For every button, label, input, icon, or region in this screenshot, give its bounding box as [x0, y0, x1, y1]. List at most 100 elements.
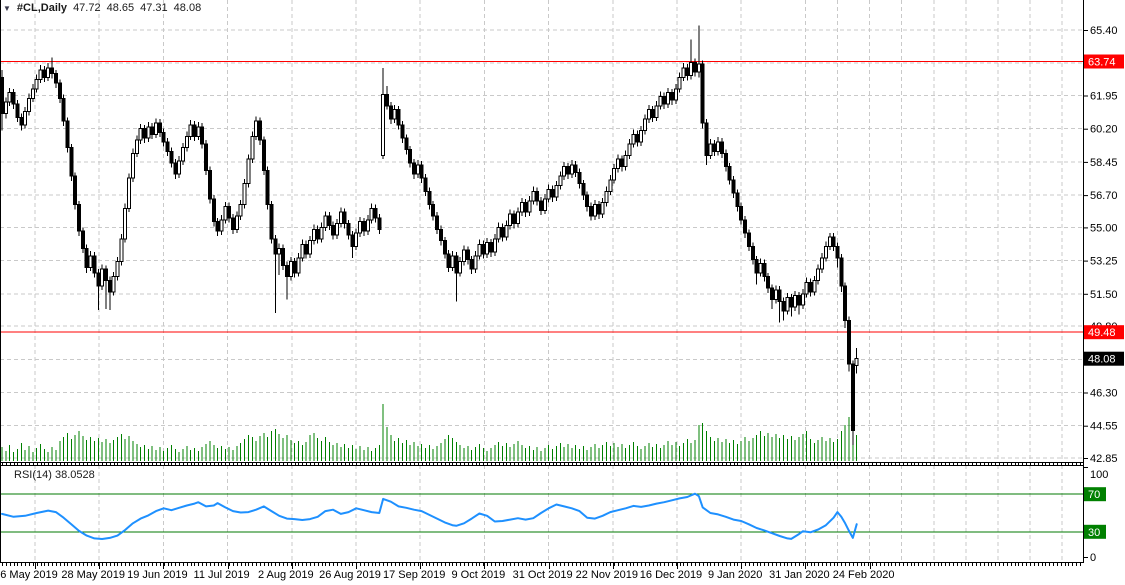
volume-bar: [786, 439, 788, 461]
candle-bull: [646, 109, 651, 120]
candle-bear: [577, 171, 582, 185]
time-minor-tick: [218, 563, 219, 566]
separator-tick: [364, 463, 365, 465]
time-minor-tick: [614, 563, 615, 566]
time-minor-tick: [764, 563, 765, 566]
time-minor-tick: [241, 563, 242, 566]
separator-tick: [1007, 463, 1008, 465]
volume-bar: [475, 447, 477, 461]
separator-tick: [953, 463, 954, 465]
time-minor-tick: [345, 563, 346, 566]
volume-bar: [143, 445, 145, 461]
separator-tick: [333, 463, 334, 465]
time-major-tick: [420, 563, 421, 569]
main-plot-area[interactable]: [0, 0, 1083, 462]
separator-tick: [814, 463, 815, 465]
volume-bar: [652, 447, 654, 461]
separator-tick: [264, 463, 265, 465]
separator-tick: [102, 463, 103, 465]
candle-bull: [816, 268, 821, 282]
candle-bull: [604, 190, 609, 204]
time-minor-tick: [1018, 563, 1019, 566]
separator-tick: [911, 463, 912, 465]
time-minor-tick: [784, 563, 785, 566]
separator-tick: [252, 463, 253, 465]
separator-tick: [737, 463, 738, 465]
separator-tick: [144, 463, 145, 465]
time-minor-tick: [988, 563, 989, 566]
separator-tick: [464, 463, 465, 465]
time-minor-tick: [884, 563, 885, 566]
separator-tick: [518, 463, 519, 465]
separator-tick: [360, 463, 361, 465]
time-minor-tick: [818, 563, 819, 566]
time-minor-tick: [772, 563, 773, 566]
time-minor-tick: [945, 563, 946, 566]
volume-bar: [78, 431, 80, 461]
volume-bar: [836, 439, 838, 461]
candle-bull: [415, 164, 420, 175]
candle-bear: [377, 217, 382, 230]
volume-bar: [690, 443, 692, 461]
time-minor-tick: [271, 563, 272, 566]
volume-bar: [498, 442, 500, 461]
separator-tick: [245, 463, 246, 465]
volume-bar: [794, 440, 796, 461]
time-minor-tick: [337, 563, 338, 566]
volume-bar: [790, 436, 792, 461]
chevron-down-icon[interactable]: ▼: [3, 3, 11, 13]
candle-bull: [296, 257, 301, 274]
volume-bar: [90, 437, 92, 461]
candle-bear: [50, 67, 55, 75]
separator-tick: [1030, 463, 1031, 465]
time-minor-tick: [953, 563, 954, 566]
date-label: 22 Nov 2019: [576, 569, 638, 581]
time-minor-tick: [179, 563, 180, 566]
time-minor-tick: [526, 563, 527, 566]
volume-bar: [717, 438, 719, 461]
candle-bull: [758, 263, 763, 274]
volume-bar: [775, 434, 777, 461]
volume-bar: [467, 446, 469, 461]
separator-tick: [553, 463, 554, 465]
candle-bear: [173, 162, 178, 175]
separator-tick: [341, 463, 342, 465]
time-minor-tick: [876, 563, 877, 566]
volume-bar: [9, 445, 11, 461]
time-minor-tick: [302, 563, 303, 566]
separator-tick: [44, 463, 45, 465]
time-major-tick: [741, 563, 742, 569]
separator-tick: [583, 463, 584, 465]
separator-tick: [818, 463, 819, 465]
separator-tick: [422, 463, 423, 465]
price-tick: [1083, 30, 1088, 31]
price-axis-area[interactable]: [1084, 0, 1125, 562]
separator-tick: [888, 463, 889, 465]
volume-bar: [382, 404, 384, 461]
volume-bar: [725, 439, 727, 461]
separator-tick: [491, 463, 492, 465]
time-minor-tick: [198, 563, 199, 566]
price-tick: [1083, 392, 1088, 394]
candle-bull: [458, 261, 463, 274]
volume-bar: [40, 444, 41, 461]
rsi-plot-area[interactable]: [0, 465, 1083, 562]
candle-bull: [515, 211, 520, 225]
time-minor-tick: [853, 563, 854, 566]
separator-tick: [572, 463, 573, 465]
time-minor-tick: [375, 563, 376, 566]
separator-tick: [768, 463, 769, 465]
volume-bar: [555, 446, 557, 461]
volume-bar: [448, 435, 450, 461]
candle-bear: [431, 204, 436, 217]
time-minor-tick: [691, 563, 692, 566]
volume-bar: [20, 443, 22, 461]
candle-bull: [311, 228, 316, 242]
time-axis-area[interactable]: [0, 563, 1083, 585]
separator-tick: [826, 463, 827, 465]
separator-tick: [306, 463, 307, 465]
time-minor-tick: [961, 563, 962, 566]
volume-bar: [363, 450, 365, 461]
date-label: 2 Aug 2019: [258, 569, 314, 581]
